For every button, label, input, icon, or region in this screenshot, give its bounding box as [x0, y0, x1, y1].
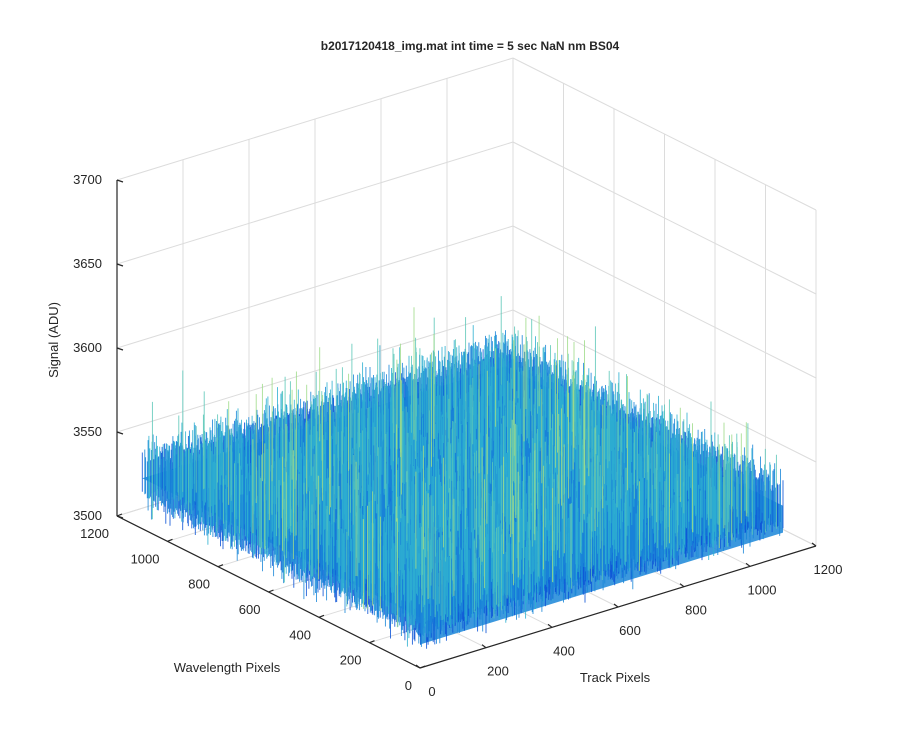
- z-tick-label: 3500: [73, 508, 102, 523]
- x-tick-label: 600: [619, 623, 641, 638]
- x-tick-label: 1000: [748, 582, 777, 597]
- surface-spikes-3: [151, 296, 777, 620]
- y-tick-mark-600: [268, 589, 274, 593]
- grid-line-z-side-3550: [512, 309, 817, 463]
- x-tick-mark-0: [415, 664, 421, 669]
- x-tick-mark-1200: [811, 542, 817, 547]
- y-tick-label: 0: [405, 678, 412, 693]
- x-tick-label: 200: [487, 664, 509, 679]
- z-tick-mark-3650: [116, 263, 124, 267]
- grid-line-z-back-3650: [116, 141, 514, 265]
- x-tick-mark-200: [481, 644, 487, 649]
- z-tick-label: 3600: [73, 340, 102, 355]
- y-axis-label: Wavelength Pixels: [174, 660, 281, 675]
- x-tick-label: 800: [685, 603, 707, 618]
- axes: [116, 179, 817, 669]
- x-tick-mark-1000: [745, 562, 751, 567]
- z-tick-label: 3550: [73, 424, 102, 439]
- y-tick-label: 400: [289, 627, 311, 642]
- z-tick-label: 3700: [73, 172, 102, 187]
- grid-line-z-back-3700: [116, 57, 514, 181]
- y-tick-label: 1200: [80, 526, 109, 541]
- z-tick-mark-3550: [116, 431, 124, 435]
- grid-line-z-side-3650: [512, 141, 817, 295]
- x-tick-label: 1200: [814, 562, 843, 577]
- z-tick-mark-3600: [116, 347, 124, 351]
- y-tick-mark-400: [318, 614, 325, 618]
- surface: [141, 296, 784, 649]
- z-tick-label: 3650: [73, 256, 102, 271]
- z-axis-label: Signal (ADU): [46, 302, 61, 378]
- x-tick-mark-600: [613, 603, 619, 608]
- x-tick-mark-800: [679, 583, 685, 588]
- tick-labels: 0 200 400 600 800 1000 1200 0 200 400 600 800 1000 12…: [73, 172, 842, 699]
- y-tick-label: 800: [188, 577, 210, 592]
- y-tick-mark-1000: [167, 538, 173, 542]
- x-axis-label: Track Pixels: [580, 670, 651, 685]
- y-tick-mark-200: [369, 640, 375, 644]
- x-tick-mark-400: [547, 623, 553, 628]
- x-tick-label: 400: [553, 643, 575, 658]
- grid-line-z-back-3600: [116, 225, 514, 349]
- z-tick-mark-3700: [116, 179, 124, 183]
- y-tick-mark-800: [217, 564, 224, 568]
- y-tick-mark-0: [419, 665, 426, 669]
- y-tick-label: 600: [239, 602, 261, 617]
- x-tick-label: 0: [428, 684, 435, 699]
- grid-line-z-side-3700: [512, 57, 817, 211]
- chart-title: b2017120418_img.mat int time = 5 sec NaN…: [321, 39, 620, 53]
- grid-line-z-side-3600: [512, 225, 817, 379]
- surface-spikes-4: [228, 307, 747, 628]
- y-tick-label: 200: [340, 653, 362, 668]
- y-tick-label: 1000: [131, 551, 160, 566]
- z-tick-mark-3500: [116, 515, 124, 519]
